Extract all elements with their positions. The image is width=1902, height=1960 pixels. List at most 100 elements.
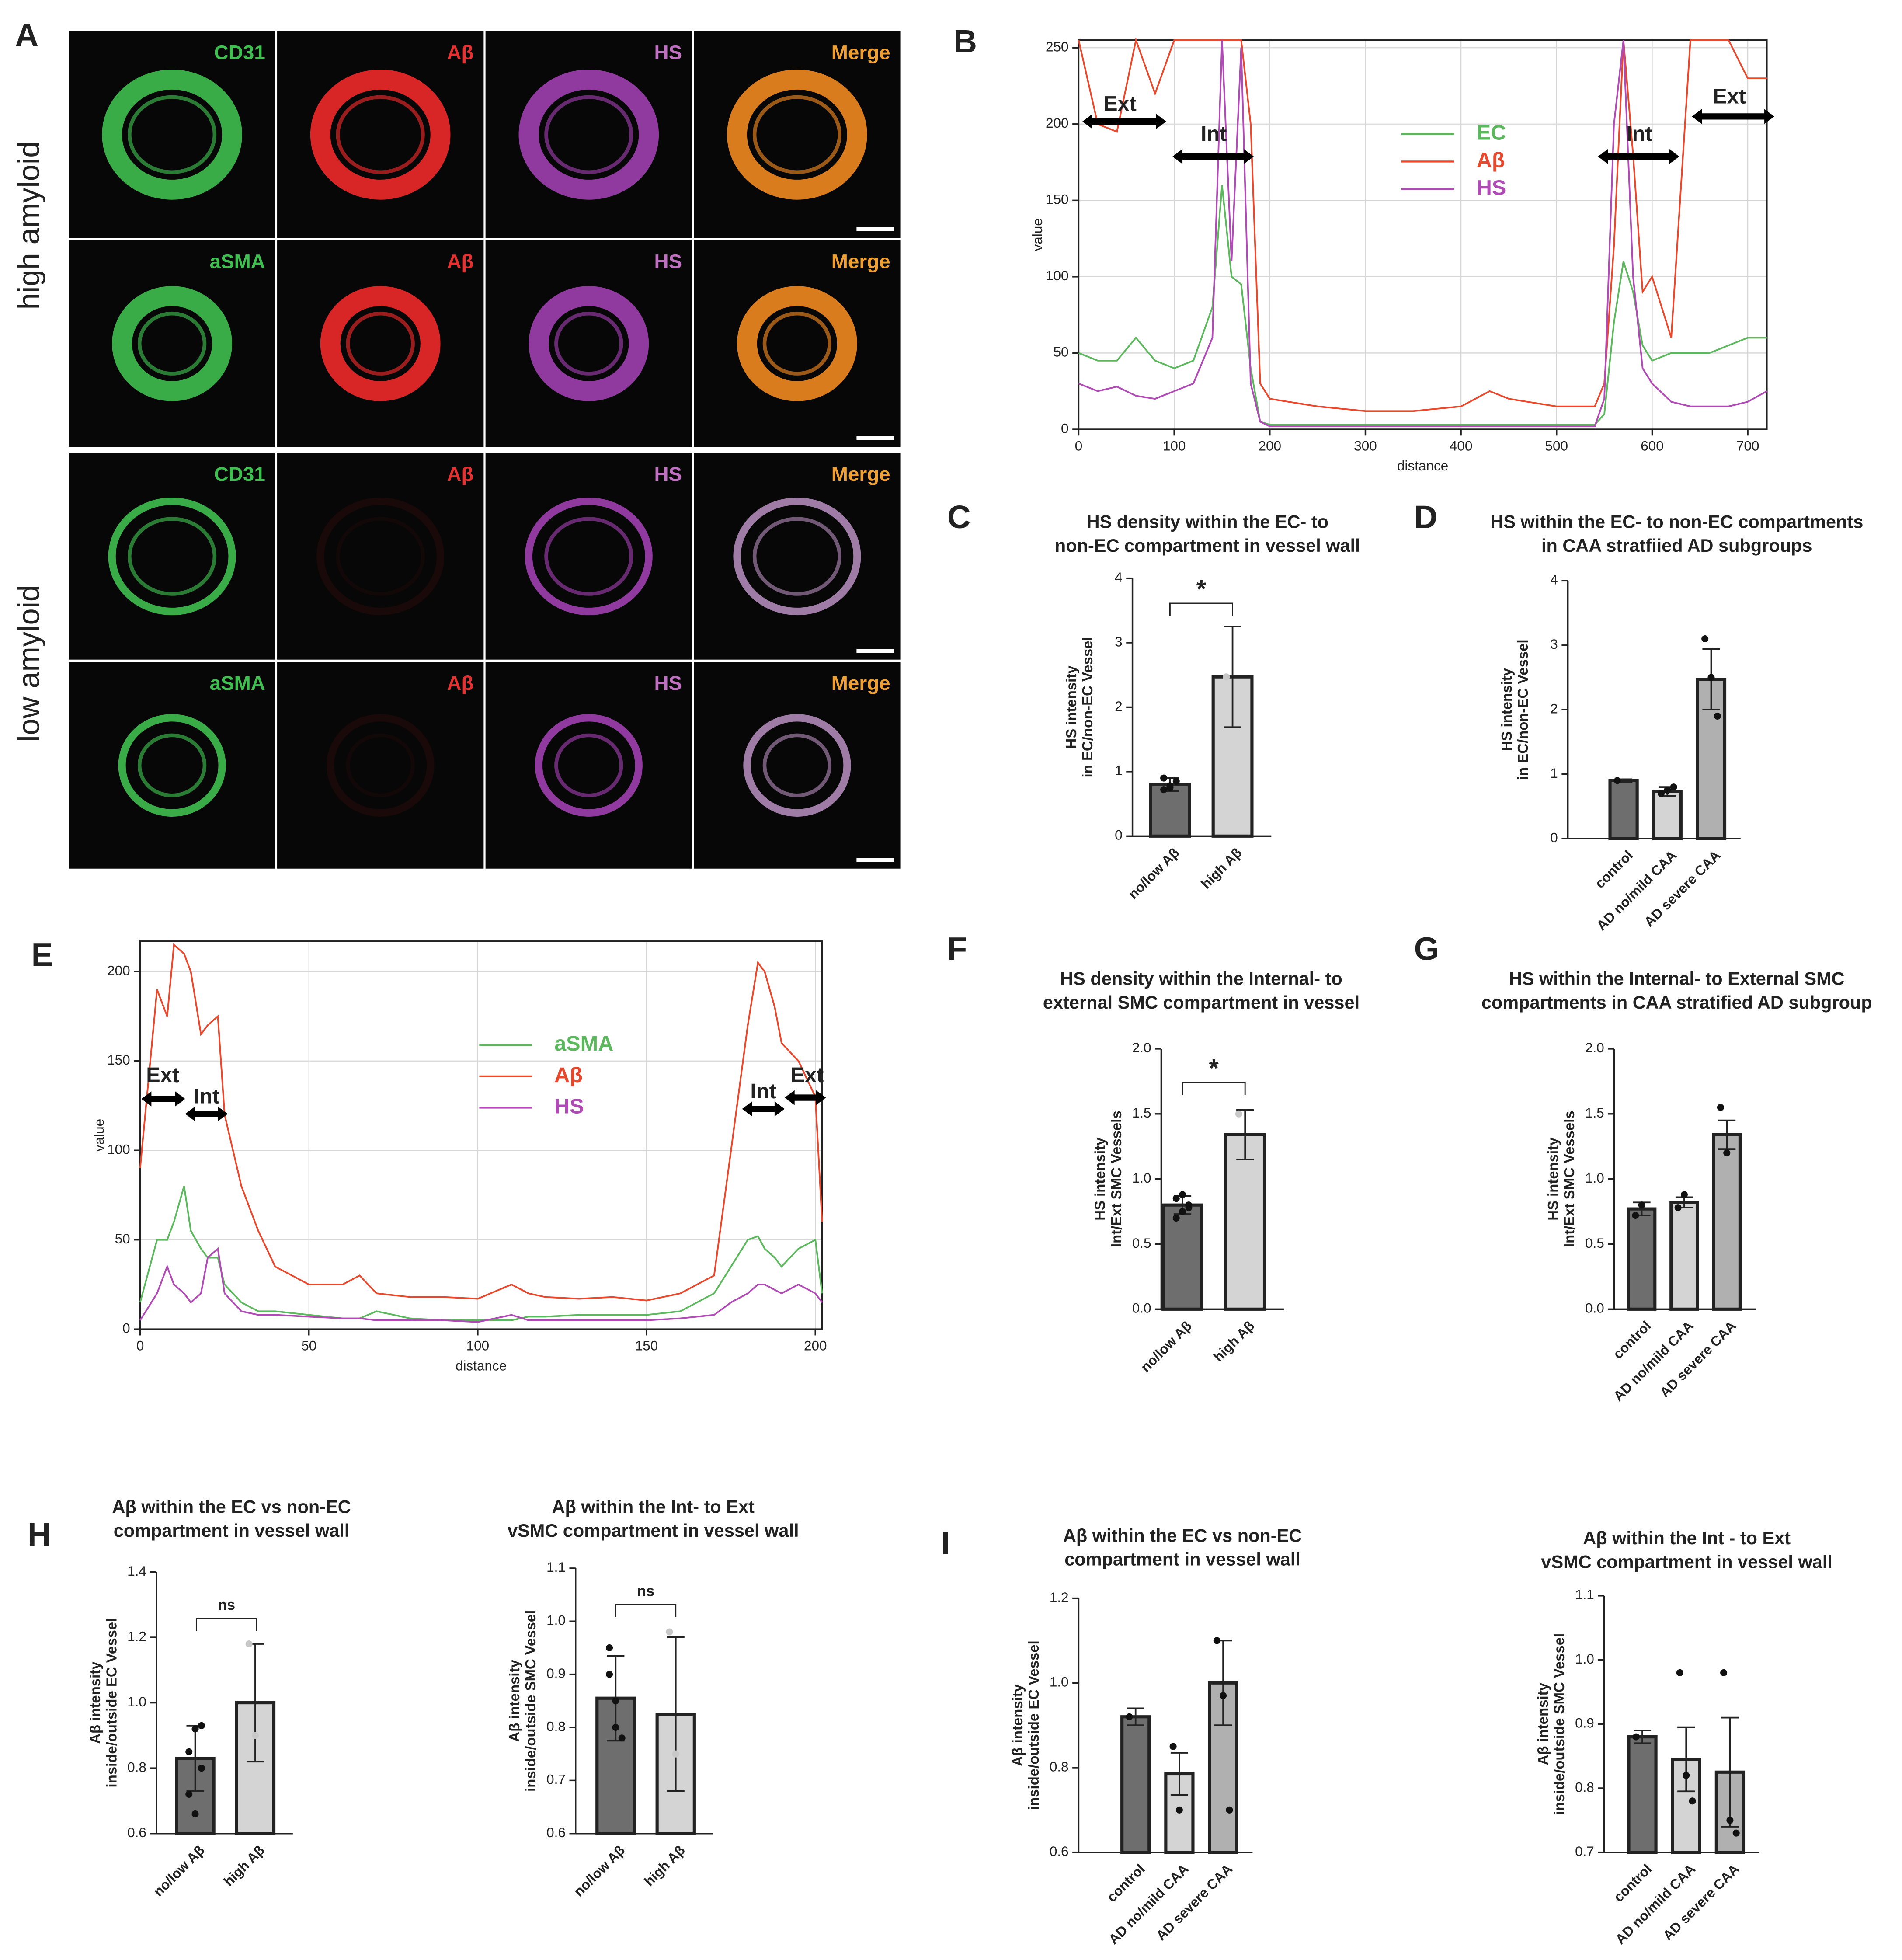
data-point	[606, 1671, 613, 1678]
bar	[1712, 1133, 1742, 1311]
y-tick-label: 1.0	[546, 1613, 566, 1628]
vessel-ring	[733, 498, 861, 616]
annotation: Int	[1626, 122, 1652, 146]
y-tick-label: 0.6	[127, 1825, 146, 1840]
data-point	[1707, 674, 1715, 681]
y-tick-label: 1.0	[1132, 1170, 1151, 1186]
x-tick-label: 500	[1545, 438, 1568, 453]
bar	[1669, 1201, 1699, 1311]
data-point	[1664, 787, 1671, 794]
data-point	[1680, 1191, 1688, 1198]
plot-frame	[1078, 39, 1768, 430]
vessel-ring-inner	[752, 95, 842, 174]
y-axis-label: value	[1030, 218, 1045, 251]
image-cell	[69, 662, 275, 869]
vessel-ring	[112, 286, 232, 401]
y-tick-label: 100	[1046, 268, 1069, 283]
panel-label: F	[947, 930, 967, 967]
data-line	[1078, 37, 1767, 412]
bar	[1149, 783, 1191, 838]
y-axis-label: Aβ intensity	[87, 1661, 103, 1744]
chart-title: HS density within the Internal- to	[1060, 968, 1342, 989]
image-cell	[277, 240, 484, 447]
y-tick-label: 1.1	[1575, 1587, 1594, 1602]
chart-title: compartments in CAA stratified AD subgro…	[1481, 992, 1872, 1013]
y-tick-label: 200	[1046, 115, 1069, 131]
y-tick-label: 0.5	[1132, 1236, 1151, 1251]
image-cell	[485, 453, 692, 660]
image-cell	[277, 453, 484, 660]
vessel-ring-inner	[137, 733, 207, 797]
panel-label: G	[1414, 930, 1440, 967]
data-point	[198, 1765, 205, 1772]
data-point	[251, 1732, 259, 1739]
y-tick-label: 0.8	[546, 1719, 566, 1734]
y-tick-label: 1.2	[1050, 1590, 1069, 1605]
vessel-ring	[535, 714, 643, 817]
annotation: Int	[750, 1079, 776, 1103]
error-bar	[667, 1636, 685, 1792]
data-point	[1683, 1772, 1690, 1779]
x-tick-label: 600	[1641, 438, 1664, 453]
data-line	[139, 1247, 823, 1323]
vessel-ring	[727, 70, 867, 200]
legend-label: HS	[554, 1094, 584, 1118]
channel-label: Aβ	[447, 672, 473, 694]
panel-label: A	[15, 17, 38, 53]
y-axis-label: inside/outside SMC Vessel	[522, 1610, 539, 1792]
y-tick-label: 1.0	[1050, 1675, 1069, 1690]
bar	[1696, 678, 1727, 840]
vessel-ring	[316, 498, 445, 616]
bar	[1627, 1207, 1657, 1311]
y-tick-label: 200	[107, 963, 130, 978]
data-point	[1670, 783, 1677, 791]
error-bar	[1633, 1730, 1652, 1744]
arrow-head	[784, 1090, 826, 1105]
vessel-ring	[102, 70, 242, 200]
significance-bracket	[195, 1617, 257, 1631]
vessel-ring-inner	[544, 517, 633, 596]
y-tick-label: 1.0	[127, 1694, 146, 1709]
annotation: Int	[194, 1084, 219, 1108]
channel-label: Merge	[831, 672, 890, 694]
data-point	[1723, 1149, 1731, 1157]
y-tick-label: 50	[115, 1231, 130, 1246]
vessel-ring-inner	[762, 311, 832, 376]
data-point	[1701, 635, 1709, 643]
data-point	[1717, 1104, 1724, 1111]
channel-label: HS	[654, 41, 682, 63]
annotation: Ext	[1103, 92, 1137, 115]
y-tick-label: 0.6	[546, 1825, 566, 1840]
vessel-ring	[518, 70, 659, 200]
y-axis-label: Aβ intensity	[1535, 1682, 1551, 1765]
vessel-ring-inner	[346, 733, 415, 797]
arrow-head	[141, 1091, 185, 1107]
data-point	[1657, 790, 1665, 797]
arrow-head	[1172, 149, 1254, 164]
y-axis-label: HS intensity	[1063, 665, 1079, 749]
y-tick-label: 1.5	[1132, 1105, 1151, 1121]
y-tick-label: 1.4	[127, 1563, 146, 1579]
y-axis-label: Aβ intensity	[506, 1659, 522, 1742]
annotation: Int	[1201, 122, 1227, 146]
vessel-ring-inner	[127, 517, 217, 596]
data-point	[1632, 1733, 1640, 1741]
y-tick-label: 1.5	[1585, 1105, 1604, 1121]
y-tick-label: 250	[1046, 39, 1069, 55]
y-axis-label: HS intensity	[1545, 1137, 1561, 1221]
data-point	[1179, 1191, 1186, 1198]
error-bar	[1170, 1752, 1188, 1796]
image-cell	[69, 453, 275, 660]
data-point	[185, 1790, 193, 1798]
chart-title: HS density within the EC- to	[1087, 512, 1328, 532]
arrow-head	[742, 1101, 785, 1117]
bar	[1608, 779, 1639, 840]
channel-label: Merge	[831, 250, 890, 272]
y-tick-label: 150	[1046, 192, 1069, 207]
y-tick-label: 100	[107, 1142, 130, 1157]
channel-label: CD31	[214, 41, 265, 63]
x-axis-label: distance	[456, 1358, 507, 1373]
annotation: Ext	[1713, 84, 1746, 108]
y-tick-label: 0	[1061, 421, 1069, 436]
